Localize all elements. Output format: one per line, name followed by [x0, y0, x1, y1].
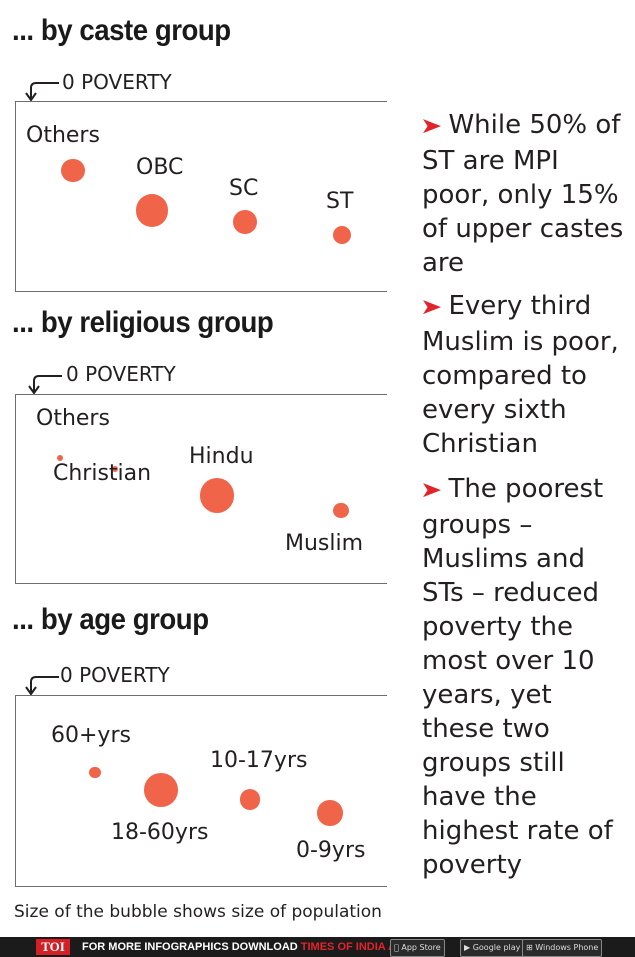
bubble-label: Christian: [53, 461, 152, 487]
bubble-label: SC: [229, 175, 259, 201]
side-note-poorest: ➤ The poorest groups – Muslims and STs – …: [420, 474, 613, 880]
age-chart: 60+yrs 18-60yrs 10-17yrs 0-9yrs: [15, 695, 387, 887]
zero-poverty-arrow-icon: [25, 82, 59, 102]
caste-chart: Others OBC SC ST: [15, 101, 387, 292]
bubble-0-9yrs: [317, 800, 343, 826]
toi-logo: TOI: [36, 939, 70, 955]
bubble-10-17yrs: [239, 789, 261, 810]
bubble-label: 60+yrs: [51, 722, 131, 748]
google-play-badge[interactable]: ▶ Google play: [460, 939, 525, 957]
zero-poverty-label: 0 POVERTY: [66, 362, 176, 386]
bubble-sc: [233, 209, 257, 234]
zero-poverty-arrow-icon: [28, 375, 62, 395]
side-note-religion: ➤ Every third Muslim is poor, compared to…: [420, 291, 619, 459]
bubble-st: [332, 226, 352, 245]
bubble-label: 18-60yrs: [111, 820, 209, 845]
bubble-others: [56, 454, 64, 462]
age-chart-frame: [15, 695, 387, 887]
bubble-obc: [135, 194, 169, 227]
bubble-hindu: [199, 478, 235, 513]
bubble-label: 10-17yrs: [210, 747, 308, 773]
bubble-18-60yrs: [144, 773, 178, 807]
footer-promo-text: FOR MORE INFOGRAPHICS DOWNLOAD TIMES OF …: [82, 941, 411, 953]
bubble-label: Others: [26, 122, 100, 148]
arrow-marker-icon: ➤: [420, 295, 443, 320]
bubble-label: Muslim: [285, 530, 364, 556]
arrow-marker-icon: ➤: [420, 478, 443, 503]
zero-poverty-label: 0 POVERTY: [60, 663, 170, 687]
caste-section-title: ... by caste group: [12, 14, 231, 47]
age-section-title: ... by age group: [12, 603, 209, 636]
bubble-label: Others: [36, 405, 110, 431]
side-note-caste: ➤ While 50% of ST are MPI poor, only 15% …: [420, 110, 624, 278]
arrow-marker-icon: ➤: [420, 114, 443, 139]
bubble-label: Hindu: [189, 443, 254, 469]
bubble-60-yrs: [89, 767, 101, 779]
bubble-label: ST: [326, 189, 354, 215]
religion-section-title: ... by religious group: [12, 306, 274, 339]
bubble-label: OBC: [136, 154, 184, 180]
app-store-badge[interactable]:  App Store: [390, 939, 445, 957]
footnote: Size of the bubble shows size of populat…: [14, 902, 382, 922]
bubble-others: [61, 159, 85, 183]
bubble-christian: [112, 466, 118, 473]
windows-phone-badge[interactable]: ⊞ Windows Phone: [522, 939, 603, 957]
zero-poverty-arrow-icon: [25, 676, 59, 696]
religion-chart-frame: [15, 394, 387, 584]
bubble-muslim: [333, 502, 349, 519]
bubble-label: 0-9yrs: [296, 837, 366, 863]
caste-chart-frame: [15, 101, 387, 292]
religion-chart: Others Christian Hindu Muslim: [15, 394, 387, 584]
zero-poverty-label: 0 POVERTY: [62, 70, 172, 94]
